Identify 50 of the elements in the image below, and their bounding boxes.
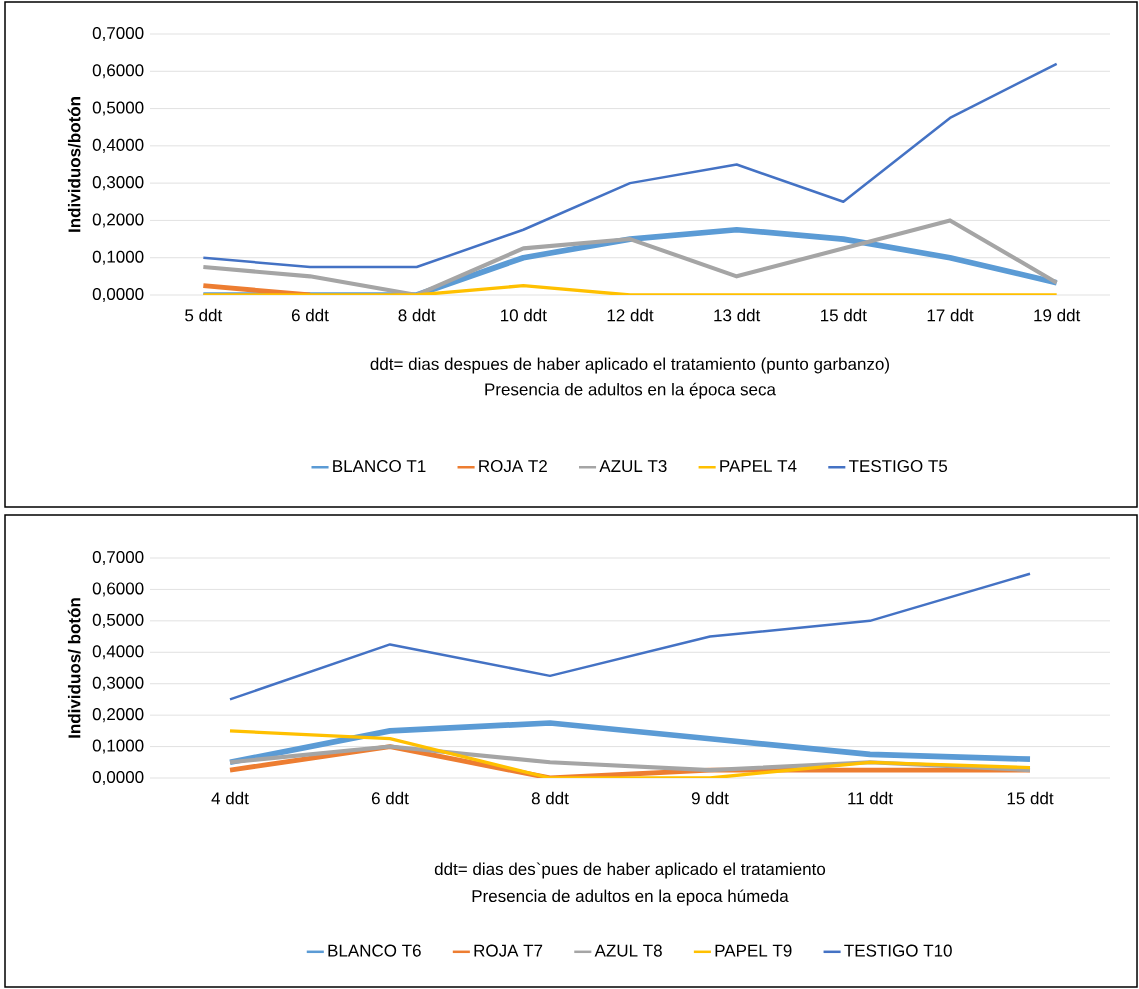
legend-label: AZUL T3 xyxy=(599,460,667,473)
y-tick-label: 0,3000 xyxy=(92,176,144,191)
y-tick-label: 0,2000 xyxy=(92,708,144,723)
y-tick-label: 0,7000 xyxy=(92,26,144,42)
x-axis-title: ddt= dias des`pues de haber aplicado el tratamiento xyxy=(434,862,826,879)
y-tick-label: 0,7000 xyxy=(92,550,144,566)
x-tick-label: 4 ddt xyxy=(211,791,249,805)
text: Presencia de adultos en la epoca húmeda xyxy=(472,889,789,906)
legend-label: TESTIGO T5 xyxy=(848,460,948,473)
y-tick-label: 0,5000 xyxy=(92,613,144,628)
y-axis-title: Individuos/botón xyxy=(67,97,81,232)
y-tick-label: 0,5000 xyxy=(92,101,144,116)
y-tick-label: 0,4000 xyxy=(92,138,144,153)
x-tick-label: 6 ddt xyxy=(371,791,409,805)
legend-label: BLANCO T1 xyxy=(333,460,426,473)
y-tick-label: 0,6000 xyxy=(92,64,144,79)
x-tick-label: 17 ddt xyxy=(927,308,974,322)
y-tick-label: 0,1000 xyxy=(92,739,144,754)
x-tick-label: 9 ddt xyxy=(691,791,729,805)
line-series xyxy=(202,62,1058,269)
legend-label: TESTIGO T10 xyxy=(844,944,952,957)
x-tick-label: 12 ddt xyxy=(607,308,654,322)
legend-label: ROJA T7 xyxy=(474,944,543,957)
legend-label: BLANCO T6 xyxy=(328,944,421,957)
x-tick-label: 13 ddt xyxy=(714,308,761,322)
legend-label: PAPEL T4 xyxy=(720,460,797,472)
legend-label: PAPEL T9 xyxy=(715,944,792,957)
x-tick-label: 5 ddt xyxy=(185,308,223,322)
line-series xyxy=(228,729,1032,778)
y-axis-title: Individuos/ botón xyxy=(67,598,81,738)
legend-label: AZUL T8 xyxy=(594,944,662,957)
legend-label: ROJA T2 xyxy=(479,460,547,473)
x-tick-label: 6 ddt xyxy=(291,308,329,322)
y-tick-label: 0,4000 xyxy=(92,645,144,660)
y-tick-label: 0,0000 xyxy=(92,287,144,303)
y-tick-label: 0,2000 xyxy=(92,213,144,228)
x-axis-title: ddt= dias despues de haber aplicado el tratamiento (punto garbanzo) xyxy=(370,357,889,374)
x-tick-label: 15 ddt xyxy=(821,308,867,322)
y-tick-label: 0,3000 xyxy=(92,676,144,691)
x-tick-label: 11 ddt xyxy=(848,791,893,805)
y-tick-label: 0,0000 xyxy=(92,770,144,786)
x-tick-label: 10 ddt xyxy=(501,308,547,322)
x-tick-label: 19 ddt xyxy=(1034,308,1081,322)
line-series xyxy=(228,572,1032,701)
y-tick-label: 0,6000 xyxy=(92,582,144,597)
text: Presencia de adultos en la época seca xyxy=(485,382,776,399)
x-tick-label: 15 ddt xyxy=(1007,791,1054,805)
x-tick-label: 8 ddt xyxy=(531,791,569,805)
x-tick-label: 8 ddt xyxy=(398,308,436,322)
y-tick-label: 0,1000 xyxy=(92,250,144,265)
